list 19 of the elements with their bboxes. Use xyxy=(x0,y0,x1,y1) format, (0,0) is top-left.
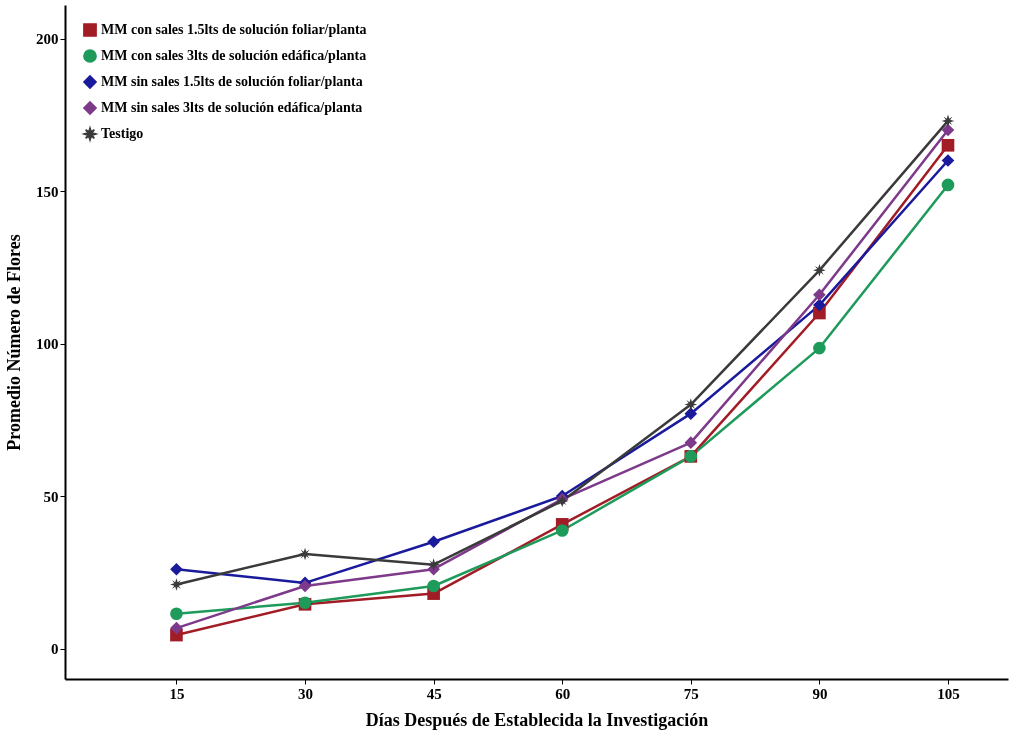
x-tick-label: 90 xyxy=(812,685,828,702)
x-tick-label: 45 xyxy=(426,685,442,702)
y-tick-label: 50 xyxy=(43,488,59,505)
x-tick-label: 75 xyxy=(683,685,699,702)
legend-label: MM con sales 3lts de solución edáfica/planta xyxy=(101,48,367,63)
y-tick-label: 100 xyxy=(36,336,59,353)
legend-label: MM sin sales 1.5lts de solución foliar/planta xyxy=(101,74,363,89)
legend-label: Testigo xyxy=(101,126,144,141)
y-tick-label: 200 xyxy=(36,31,59,48)
x-tick-label: 105 xyxy=(937,685,960,702)
y-tick-label: 150 xyxy=(36,183,59,200)
x-tick-label: 30 xyxy=(298,685,314,702)
x-tick-label: 15 xyxy=(169,685,185,702)
legend-label: MM sin sales 3lts de solución edáfica/planta xyxy=(101,100,363,115)
x-axis-title: Días Después de Establecida la Investigación xyxy=(365,709,709,730)
legend-label: MM con sales 1.5lts de solución foliar/planta xyxy=(101,22,367,37)
y-axis-title: Promedio Número de Flores xyxy=(4,234,24,451)
y-tick-label: 0 xyxy=(51,641,59,657)
x-tick-label: 60 xyxy=(555,685,571,702)
